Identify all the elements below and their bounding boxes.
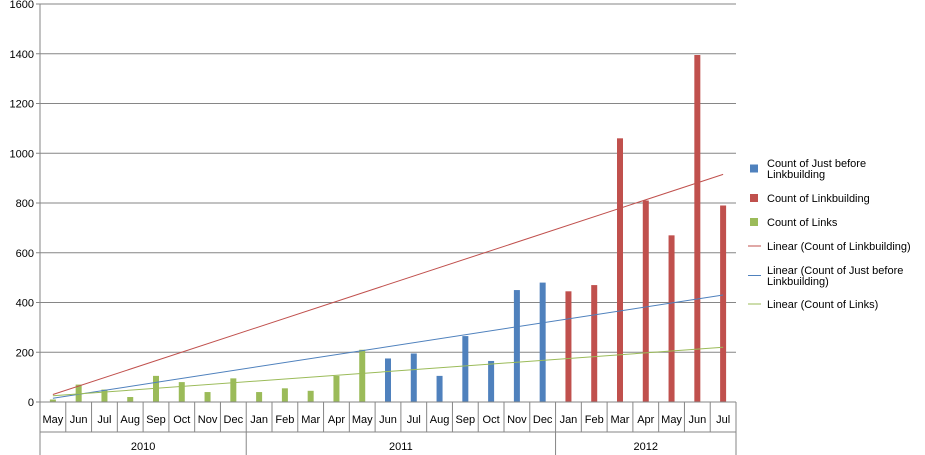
x-tick-label: Mar — [301, 414, 320, 426]
y-tick-label: 0 — [28, 397, 34, 409]
bar — [230, 378, 237, 402]
x-tick-label: Aug — [120, 414, 140, 426]
bar — [539, 282, 546, 402]
x-year-label: 2012 — [634, 441, 658, 453]
legend-label: Linear (Count of Just before Linkbuilding… — [767, 265, 903, 288]
x-tick-label: Sep — [146, 414, 166, 426]
bar — [565, 291, 572, 402]
bar — [75, 384, 82, 402]
x-tick-label: Apr — [637, 414, 654, 426]
legend-label: Count of Linkbuilding — [767, 193, 870, 205]
legend-label: Count of Just before Linkbuilding — [767, 158, 866, 181]
x-year-label: 2011 — [389, 441, 413, 453]
bar — [720, 205, 727, 402]
trendline — [52, 346, 724, 397]
legend-swatch — [750, 218, 758, 226]
x-axis: May Jun Jul Aug Sep Oct Nov Dec Jan Feb Mar Apr May J… — [39, 401, 737, 455]
legend-label: Linear (Count of Links) — [767, 299, 878, 311]
x-tick-label: Feb — [275, 414, 294, 426]
x-tick-label: Apr — [328, 414, 345, 426]
y-tick-label: 200 — [16, 347, 34, 359]
x-tick-label: Jun — [379, 414, 397, 426]
bar — [668, 235, 675, 402]
bar — [462, 336, 469, 402]
bar — [436, 375, 443, 402]
x-tick-label: Jan — [560, 414, 578, 426]
trendline — [52, 294, 724, 399]
x-tick-label: Jan — [250, 414, 268, 426]
legend-label: Linear (Count of Linkbuilding) — [767, 241, 911, 253]
x-tick-label: May — [661, 414, 682, 426]
x-tick-label: May — [42, 414, 63, 426]
y-tick-label: 1200 — [10, 99, 34, 111]
x-tick-label: Jul — [97, 414, 111, 426]
bar — [256, 392, 263, 402]
x-tick-label: Oct — [173, 414, 190, 426]
x-tick-label: Sep — [456, 414, 476, 426]
bars — [49, 54, 727, 403]
x-tick-label: Jul — [716, 414, 730, 426]
y-tick-label: 600 — [16, 248, 34, 260]
bar — [281, 388, 288, 402]
legend-swatch — [750, 194, 758, 202]
y-axis: 0 200 400 600 800 1000 1200 1400 1600 — [10, 0, 41, 409]
bar — [101, 389, 108, 402]
bar — [307, 390, 314, 402]
bar — [204, 392, 211, 402]
bar — [127, 397, 134, 402]
bar — [385, 358, 391, 402]
x-tick-label: Nov — [198, 414, 218, 426]
bar — [591, 285, 598, 402]
x-tick-label: Oct — [483, 414, 500, 426]
bar — [153, 375, 159, 402]
legend-label: Count of Links — [767, 217, 838, 229]
x-tick-label: Aug — [430, 414, 450, 426]
trendline — [52, 173, 724, 396]
y-tick-label: 400 — [16, 298, 34, 310]
y-tick-label: 1600 — [10, 0, 34, 11]
bar — [488, 360, 495, 402]
bar — [513, 290, 520, 402]
bar — [359, 349, 366, 402]
y-tick-label: 800 — [16, 198, 34, 210]
legend-swatch — [750, 164, 758, 173]
bar — [642, 200, 649, 402]
bar — [410, 353, 417, 402]
x-tick-label: Feb — [585, 414, 604, 426]
bar — [49, 399, 56, 402]
x-tick-label: May — [352, 414, 373, 426]
y-tick-label: 1000 — [10, 148, 34, 160]
bar — [617, 138, 623, 402]
trendlines — [52, 173, 724, 399]
gridlines — [40, 3, 736, 403]
x-tick-label: Jul — [407, 414, 421, 426]
x-tick-label: Nov — [507, 414, 527, 426]
x-tick-label: Dec — [533, 414, 553, 426]
legend: Count of Just before Linkbuilding Count of… — [748, 158, 911, 311]
x-tick-label: Dec — [224, 414, 244, 426]
x-year-label: 2010 — [131, 441, 155, 453]
bar — [333, 375, 340, 402]
bar — [694, 54, 701, 403]
bar — [178, 382, 185, 402]
x-tick-label: Jun — [70, 414, 88, 426]
x-tick-label: Mar — [611, 414, 630, 426]
y-tick-label: 1400 — [10, 49, 34, 61]
x-tick-label: Jun — [688, 414, 706, 426]
